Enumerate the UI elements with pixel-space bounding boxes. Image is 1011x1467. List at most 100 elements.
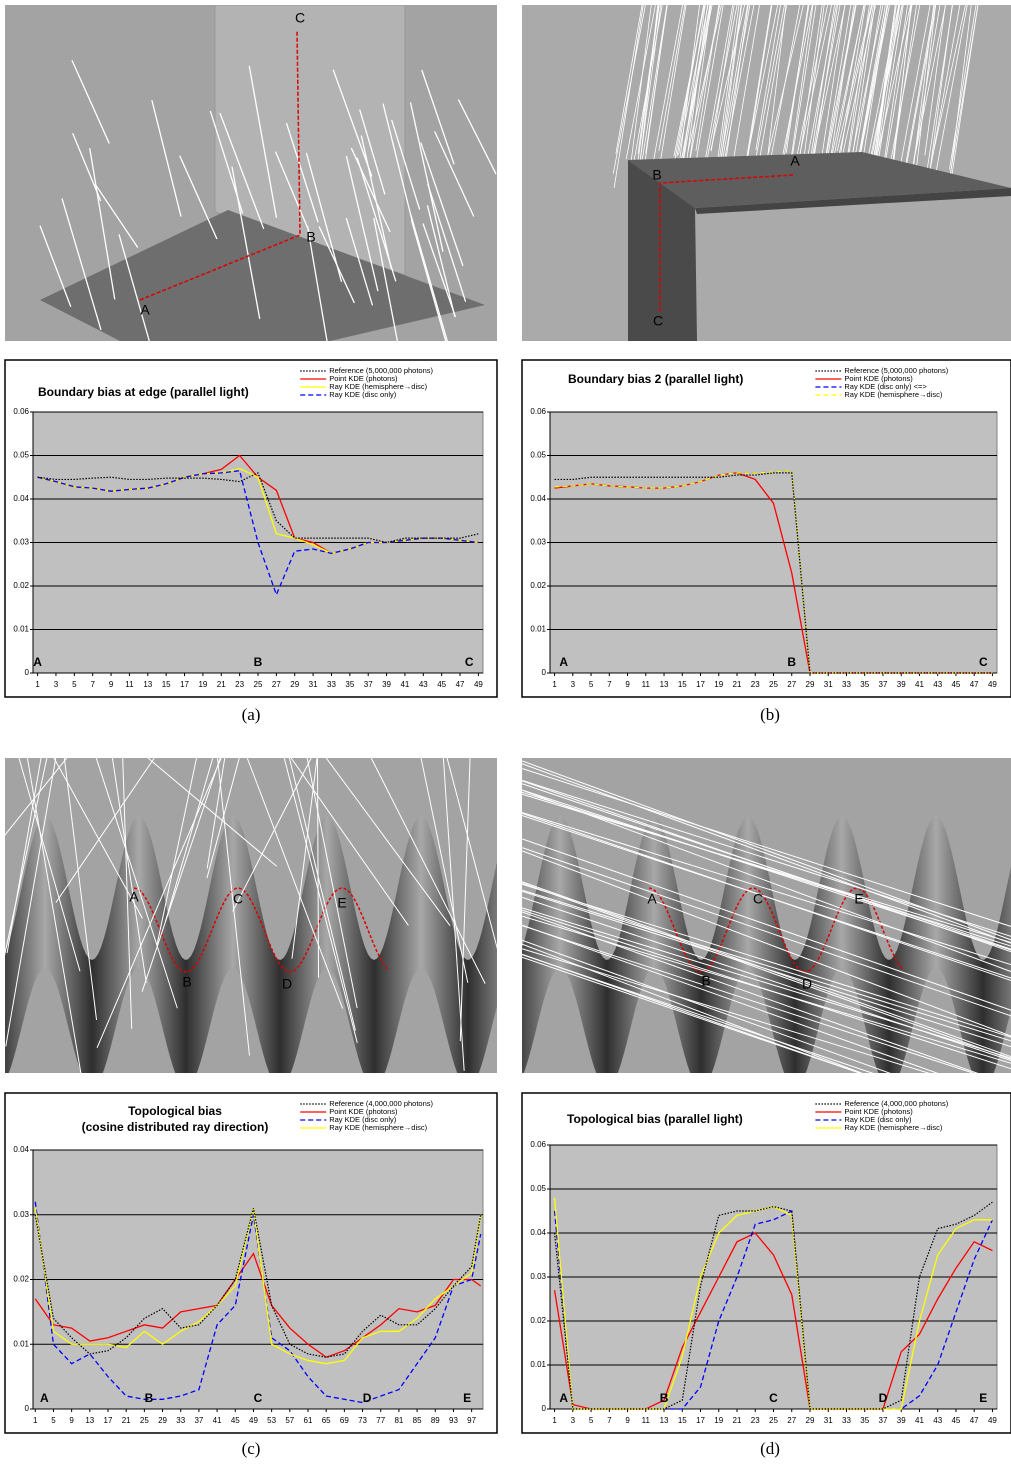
render-label: A [790, 153, 800, 169]
x-tick-label: 7 [90, 680, 95, 689]
annotation: D [879, 1391, 888, 1405]
y-tick-label: 0.03 [530, 1272, 546, 1281]
y-tick-label: 0.06 [530, 407, 546, 416]
x-tick-label: 13 [660, 1416, 669, 1425]
legend-label: Ray KDE (hemisphere→disc) [844, 1123, 942, 1132]
x-tick-label: 37 [879, 1416, 888, 1425]
y-tick-label: 0.04 [530, 494, 546, 503]
legend-label: Ray KDE (hemisphere→disc) [844, 390, 942, 399]
x-tick-label: 7 [607, 1416, 612, 1425]
y-tick-label: 0.05 [13, 451, 29, 460]
chart-title: Boundary bias at edge (parallel light) [38, 385, 249, 399]
x-tick-label: 15 [162, 680, 171, 689]
annotation: B [787, 655, 796, 669]
x-tick-label: 3 [54, 680, 59, 689]
annotation: A [33, 655, 42, 669]
x-tick-label: 15 [678, 1416, 687, 1425]
x-tick-label: 19 [198, 680, 207, 689]
legend-label: Ray KDE (disc only) [329, 390, 397, 399]
render-label: B [652, 167, 661, 183]
y-tick-label: 0.01 [13, 625, 29, 634]
x-tick-label: 31 [824, 1416, 833, 1425]
y-tick-label: 0.02 [530, 1316, 546, 1325]
caption: (d) [760, 1439, 780, 1458]
render-content: A B C [522, 5, 1011, 341]
x-tick-label: 49 [249, 1416, 258, 1425]
caption: (a) [242, 705, 261, 724]
x-tick-label: 33 [842, 680, 851, 689]
x-tick-label: 3 [571, 680, 576, 689]
x-tick-label: 1 [33, 1416, 38, 1425]
x-tick-label: 61 [304, 1416, 313, 1425]
x-tick-label: 9 [69, 1416, 74, 1425]
x-tick-label: 35 [860, 680, 869, 689]
x-tick-label: 21 [122, 1416, 131, 1425]
y-tick-label: 0 [25, 1404, 30, 1413]
y-tick-label: 0.01 [530, 1360, 546, 1369]
annotation: B [254, 655, 263, 669]
render-panel: ABC [5, 5, 497, 376]
y-tick-label: 0.01 [530, 625, 546, 634]
render-label: C [233, 891, 243, 907]
x-tick-label: 9 [109, 680, 114, 689]
y-tick-label: 0.03 [530, 538, 546, 547]
y-tick-label: 0 [542, 668, 547, 677]
render-label: C [653, 313, 663, 329]
x-tick-label: 41 [915, 680, 924, 689]
x-tick-label: 39 [897, 680, 906, 689]
x-tick-label: 13 [143, 680, 152, 689]
x-tick-label: 3 [571, 1416, 576, 1425]
y-tick-label: 0.05 [530, 451, 546, 460]
x-tick-label: 11 [642, 1416, 651, 1425]
x-tick-label: 5 [589, 1416, 594, 1425]
x-tick-label: 31 [824, 680, 833, 689]
x-tick-label: 19 [714, 1416, 723, 1425]
x-tick-label: 57 [285, 1416, 294, 1425]
chart-title: Topological bias (parallel light) [567, 1112, 743, 1126]
render-panel: ABCDE [522, 758, 1011, 1134]
y-tick-label: 0.03 [13, 1210, 29, 1219]
x-tick-label: 37 [194, 1416, 203, 1425]
render-label: E [337, 895, 346, 911]
x-tick-label: 85 [413, 1416, 422, 1425]
x-tick-label: 43 [933, 680, 942, 689]
x-tick-label: 41 [213, 1416, 222, 1425]
x-tick-label: 21 [733, 1416, 742, 1425]
x-tick-label: 9 [625, 1416, 630, 1425]
x-tick-label: 45 [437, 680, 446, 689]
chart: 00.010.020.030.040.050.06135791113151719… [5, 360, 497, 697]
x-tick-label: 35 [345, 680, 354, 689]
x-tick-label: 49 [988, 680, 997, 689]
x-tick-label: 1 [552, 1416, 557, 1425]
render-label: E [854, 891, 863, 907]
annotation: A [40, 1391, 49, 1405]
x-tick-label: 23 [751, 680, 760, 689]
caption: (c) [242, 1439, 261, 1458]
annotation: C [979, 655, 988, 669]
annotation: D [363, 1391, 372, 1405]
x-tick-label: 25 [769, 680, 778, 689]
render-label: A [129, 889, 139, 905]
y-tick-label: 0.02 [530, 581, 546, 590]
x-tick-label: 11 [125, 680, 134, 689]
x-tick-label: 49 [988, 1416, 997, 1425]
x-tick-label: 35 [860, 1416, 869, 1425]
render-label: B [182, 974, 191, 990]
x-tick-label: 37 [879, 680, 888, 689]
y-tick-label: 0.04 [13, 1145, 29, 1154]
x-tick-label: 15 [678, 680, 687, 689]
render-content: ABC [5, 5, 497, 376]
x-tick-label: 45 [951, 680, 960, 689]
y-tick-label: 0.02 [13, 1275, 29, 1284]
y-tick-label: 0.06 [530, 1140, 546, 1149]
x-tick-label: 39 [382, 680, 391, 689]
x-tick-label: 33 [842, 1416, 851, 1425]
x-tick-label: 29 [806, 680, 815, 689]
x-tick-label: 39 [897, 1416, 906, 1425]
x-tick-label: 49 [474, 680, 483, 689]
render-label: B [306, 229, 315, 245]
annotation: C [769, 1391, 778, 1405]
x-tick-label: 69 [340, 1416, 349, 1425]
x-tick-label: 43 [419, 680, 428, 689]
